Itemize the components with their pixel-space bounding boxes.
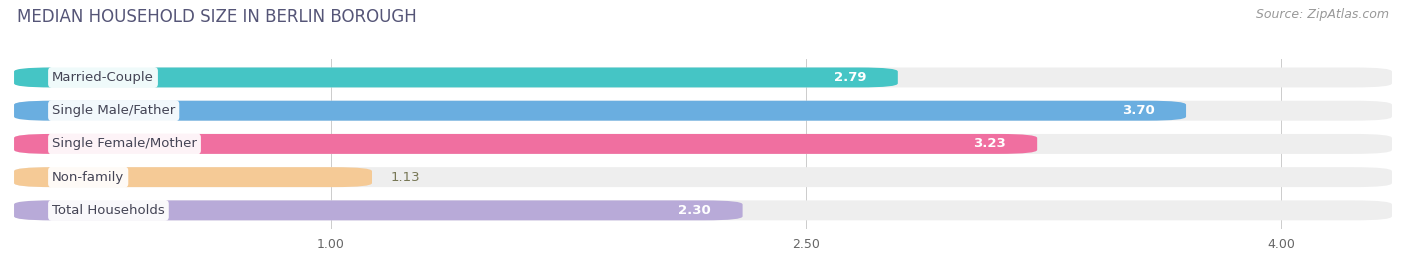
Text: 2.79: 2.79 [834, 71, 866, 84]
Text: 1.13: 1.13 [391, 171, 420, 184]
Text: Married-Couple: Married-Couple [52, 71, 153, 84]
FancyBboxPatch shape [14, 101, 1392, 121]
FancyBboxPatch shape [14, 134, 1038, 154]
Text: 2.30: 2.30 [678, 204, 711, 217]
Text: Single Female/Mother: Single Female/Mother [52, 137, 197, 150]
FancyBboxPatch shape [14, 200, 742, 220]
Text: MEDIAN HOUSEHOLD SIZE IN BERLIN BOROUGH: MEDIAN HOUSEHOLD SIZE IN BERLIN BOROUGH [17, 8, 416, 26]
FancyBboxPatch shape [14, 68, 1392, 87]
Text: Non-family: Non-family [52, 171, 124, 184]
Text: Source: ZipAtlas.com: Source: ZipAtlas.com [1256, 8, 1389, 21]
FancyBboxPatch shape [14, 167, 373, 187]
Text: Single Male/Father: Single Male/Father [52, 104, 176, 117]
Text: 3.23: 3.23 [973, 137, 1005, 150]
Text: Total Households: Total Households [52, 204, 165, 217]
FancyBboxPatch shape [14, 200, 1392, 220]
FancyBboxPatch shape [14, 134, 1392, 154]
FancyBboxPatch shape [14, 68, 898, 87]
FancyBboxPatch shape [14, 101, 1187, 121]
Text: 3.70: 3.70 [1122, 104, 1154, 117]
FancyBboxPatch shape [14, 167, 1392, 187]
